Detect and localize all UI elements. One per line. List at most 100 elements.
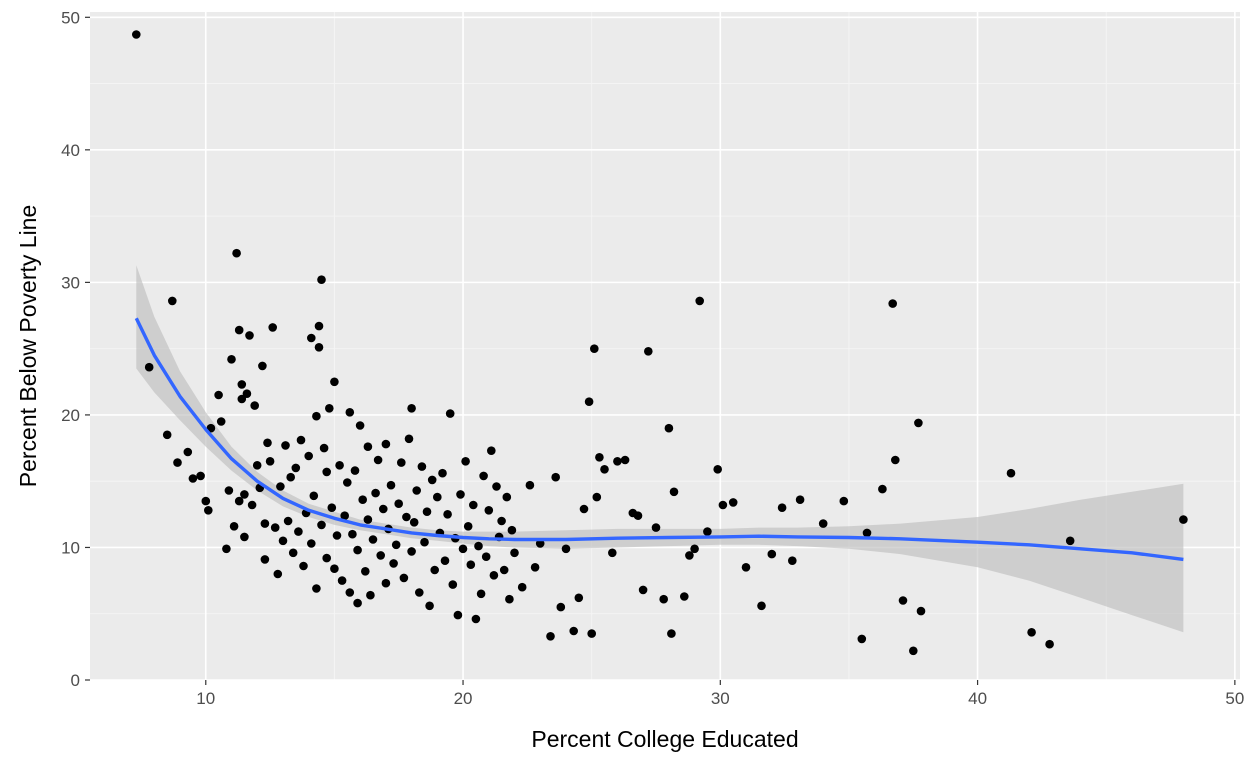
data-point (317, 275, 326, 285)
data-point (525, 480, 535, 490)
data-point (214, 390, 223, 400)
y-tick-label: 20 (61, 406, 80, 425)
data-point (345, 408, 355, 417)
x-tick-label: 50 (1225, 689, 1244, 708)
data-point (1027, 628, 1036, 637)
data-point (517, 582, 527, 592)
data-point (703, 527, 712, 536)
data-point (507, 525, 517, 535)
data-point (487, 446, 496, 456)
data-point (379, 504, 388, 514)
data-point (718, 500, 728, 510)
data-point (914, 418, 923, 428)
data-point (888, 299, 897, 308)
data-point (276, 482, 285, 491)
data-point (741, 563, 751, 572)
data-point (196, 471, 205, 481)
data-point (322, 467, 332, 477)
data-point (587, 629, 596, 638)
data-point (358, 495, 368, 505)
data-point (258, 361, 267, 371)
data-point (260, 555, 270, 564)
data-point (307, 539, 316, 548)
y-axis-title: Percent Below Poverty Line (15, 205, 41, 488)
data-point (314, 343, 324, 352)
data-point (492, 482, 501, 491)
y-tick-label: 40 (61, 141, 80, 160)
data-point (404, 434, 414, 444)
data-point (551, 472, 560, 482)
data-point (237, 394, 247, 404)
data-point (1179, 515, 1188, 524)
data-point (690, 544, 699, 554)
data-point (402, 512, 411, 522)
data-point (445, 409, 455, 418)
data-point (728, 498, 738, 507)
data-point (345, 588, 355, 597)
data-point (502, 492, 512, 502)
data-point (659, 594, 668, 604)
x-axis-title: Percent College Educated (531, 726, 798, 752)
data-point (389, 559, 398, 568)
data-point (584, 397, 594, 407)
data-point (484, 506, 494, 515)
data-point (839, 496, 849, 506)
data-point (407, 404, 416, 413)
data-point (296, 435, 306, 445)
data-point (312, 411, 321, 421)
data-point (680, 592, 689, 601)
data-point (237, 380, 247, 389)
smooth-trend-line (134, 317, 1184, 562)
data-point (288, 548, 298, 558)
data-point (322, 553, 332, 563)
data-point (420, 537, 429, 547)
data-point (376, 551, 386, 560)
y-tick-label: 30 (61, 273, 80, 292)
data-point (314, 321, 324, 331)
data-point (366, 590, 375, 600)
data-point (265, 457, 275, 466)
x-tick-label: 20 (454, 689, 473, 708)
x-tick-label: 40 (968, 689, 987, 708)
data-point (335, 461, 344, 470)
data-point (695, 296, 704, 306)
data-point (162, 430, 172, 440)
data-point (273, 569, 283, 579)
data-point (713, 465, 722, 474)
data-point (407, 547, 416, 556)
data-point (391, 540, 401, 550)
data-point (592, 492, 602, 502)
data-point (201, 496, 211, 506)
data-point (245, 331, 254, 340)
data-point (373, 455, 383, 465)
data-point (242, 389, 252, 399)
data-point (270, 523, 280, 532)
data-point (535, 539, 545, 548)
data-point (234, 325, 244, 335)
data-point (216, 417, 226, 426)
data-point (613, 457, 622, 466)
data-point (340, 511, 350, 520)
data-point (569, 626, 578, 636)
data-point (368, 535, 378, 544)
data-point (664, 423, 674, 433)
data-point (458, 544, 468, 554)
data-point (319, 443, 329, 453)
data-point (247, 500, 257, 510)
data-point (638, 585, 648, 595)
data-point (268, 323, 278, 332)
data-point (363, 515, 373, 524)
data-point (546, 632, 555, 641)
data-point (633, 511, 643, 520)
data-point (590, 344, 599, 354)
data-point (363, 442, 373, 452)
data-point (651, 523, 661, 532)
data-point (332, 531, 342, 540)
data-point (386, 480, 396, 490)
data-point (476, 589, 486, 599)
data-point (381, 439, 391, 449)
data-point (283, 516, 293, 526)
data-point (757, 601, 766, 611)
data-point (530, 563, 540, 572)
data-point (667, 629, 676, 638)
